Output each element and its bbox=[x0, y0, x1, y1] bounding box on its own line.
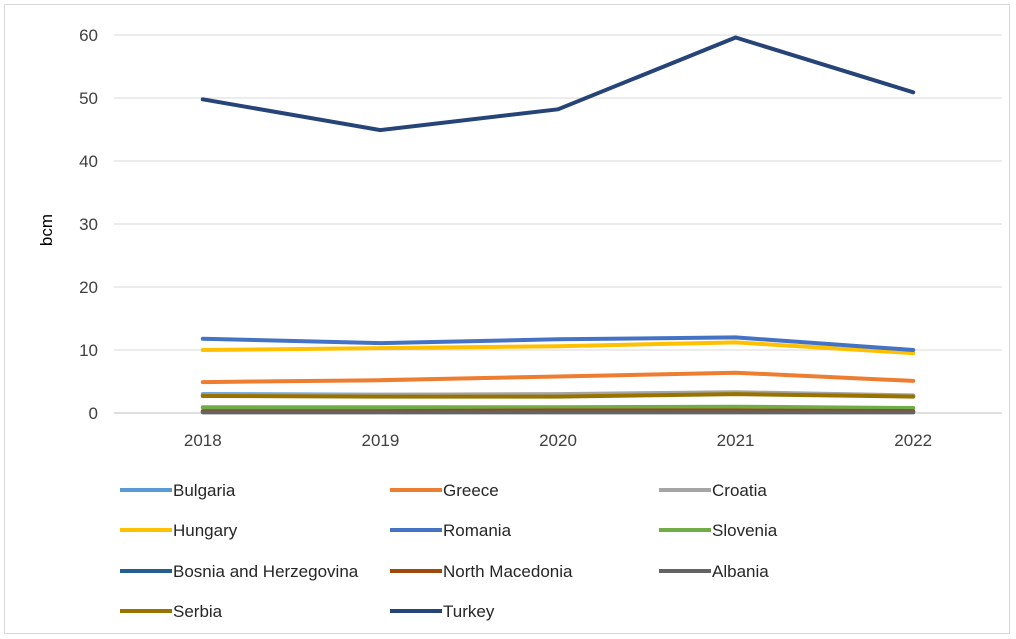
y-tick-label: 60 bbox=[79, 26, 98, 45]
gridlines bbox=[114, 34, 1002, 414]
series-line-hungary bbox=[200, 340, 916, 356]
legend: Bulgaria Greece Croatia Hungary Romania Slove… bbox=[120, 481, 778, 621]
legend-label-serbia: Serbia bbox=[173, 602, 223, 621]
legend-label-croatia: Croatia bbox=[712, 481, 767, 500]
series-line-serbia bbox=[200, 392, 916, 399]
series-line-slovenia bbox=[200, 404, 916, 410]
legend-label-north-macedonia: North Macedonia bbox=[443, 562, 573, 581]
y-tick-label: 30 bbox=[79, 215, 98, 234]
series-line-turkey bbox=[200, 35, 916, 133]
x-tick-label: 2019 bbox=[361, 431, 399, 450]
legend-label-hungary: Hungary bbox=[173, 521, 238, 540]
series-line-romania bbox=[200, 335, 916, 352]
legend-label-albania: Albania bbox=[712, 562, 769, 581]
x-tick-label: 2018 bbox=[184, 431, 222, 450]
legend-label-turkey: Turkey bbox=[443, 602, 495, 621]
y-axis-ticks: 0 10 20 30 40 50 60 bbox=[79, 26, 98, 423]
x-tick-label: 2020 bbox=[539, 431, 577, 450]
legend-label-greece: Greece bbox=[443, 481, 499, 500]
y-tick-label: 40 bbox=[79, 152, 98, 171]
y-axis-title: bcm bbox=[37, 214, 56, 246]
x-tick-label: 2022 bbox=[894, 431, 932, 450]
y-tick-label: 50 bbox=[79, 89, 98, 108]
y-tick-label: 0 bbox=[89, 404, 98, 423]
legend-label-bulgaria: Bulgaria bbox=[173, 481, 236, 500]
x-tick-label: 2021 bbox=[717, 431, 755, 450]
legend-label-romania: Romania bbox=[443, 521, 512, 540]
legend-label-bosnia-and-herzegovina: Bosnia and Herzegovina bbox=[173, 562, 359, 581]
x-axis-ticks: 2018 2019 2020 2021 2022 bbox=[184, 431, 932, 450]
series-line-greece bbox=[200, 370, 916, 385]
series-lines bbox=[200, 35, 916, 415]
y-tick-label: 20 bbox=[79, 278, 98, 297]
y-tick-label: 10 bbox=[79, 341, 98, 360]
legend-label-slovenia: Slovenia bbox=[712, 521, 778, 540]
